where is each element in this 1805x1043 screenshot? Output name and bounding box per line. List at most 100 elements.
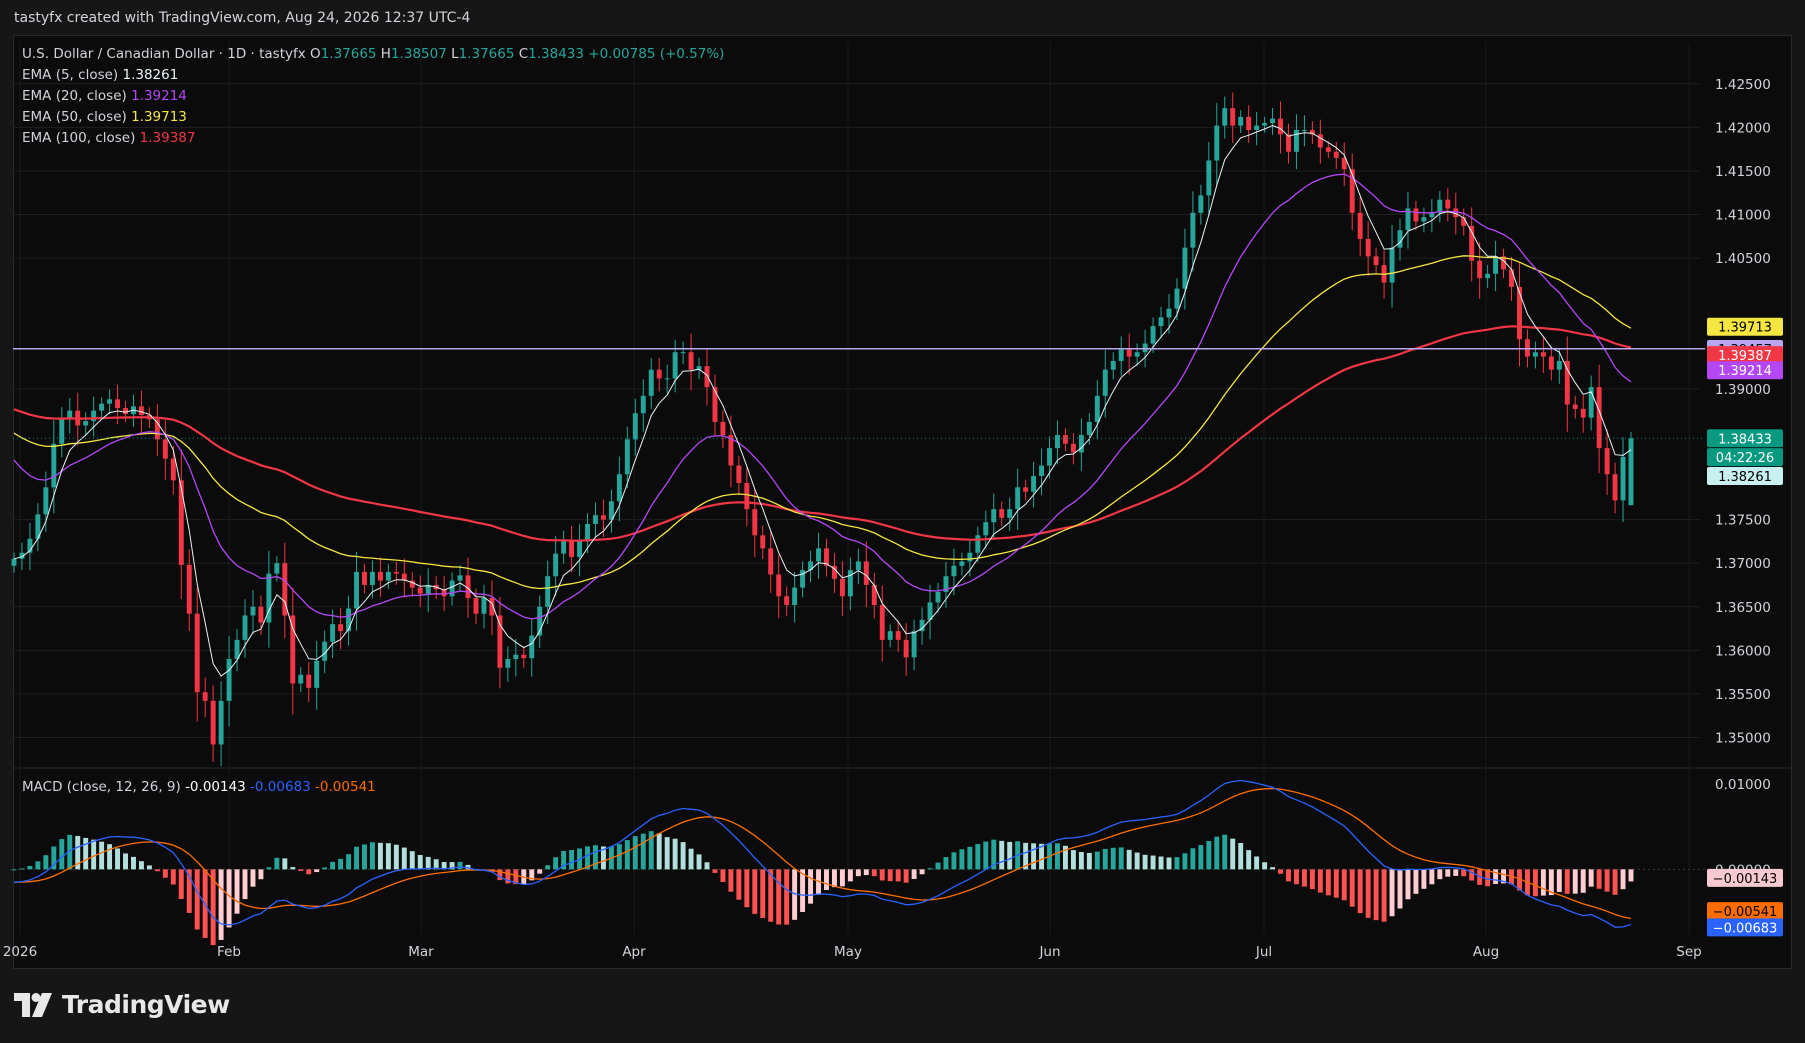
candle-body[interactable] <box>879 605 885 640</box>
candle-body[interactable] <box>1509 269 1514 287</box>
candle-body[interactable] <box>513 654 519 660</box>
candle-body[interactable] <box>824 548 829 566</box>
candle-body[interactable] <box>919 619 925 632</box>
candle-body[interactable] <box>593 515 598 524</box>
candle-body[interactable] <box>210 700 216 745</box>
ema-legend-row[interactable]: EMA (5, close) 1.38261 <box>22 65 724 86</box>
candle-body[interactable] <box>1015 487 1021 510</box>
candle-body[interactable] <box>760 535 766 549</box>
candle-body[interactable] <box>1190 212 1196 248</box>
candle-body[interactable] <box>107 399 113 404</box>
candle-body[interactable] <box>569 539 575 558</box>
candle-body[interactable] <box>170 458 176 481</box>
candle-body[interactable] <box>43 487 49 515</box>
candle-body[interactable] <box>505 659 511 668</box>
candle-body[interactable] <box>409 580 415 588</box>
candle-body[interactable] <box>1238 116 1244 126</box>
candle-body[interactable] <box>1628 438 1634 506</box>
candle-body[interactable] <box>1477 260 1483 279</box>
candle-body[interactable] <box>728 435 734 466</box>
candle-body[interactable] <box>1309 129 1315 135</box>
candle-body[interactable] <box>1437 199 1443 213</box>
candle-body[interactable] <box>887 631 893 640</box>
candle-body[interactable] <box>999 509 1005 518</box>
candle-body[interactable] <box>1278 118 1283 135</box>
candle-body[interactable] <box>1501 256 1507 270</box>
candle-body[interactable] <box>290 615 296 684</box>
candle-body[interactable] <box>465 575 471 599</box>
candle-body[interactable] <box>1047 448 1052 466</box>
candle-body[interactable] <box>553 553 559 577</box>
candle-body[interactable] <box>1206 160 1212 196</box>
candle-body[interactable] <box>1405 208 1411 231</box>
candle-body[interactable] <box>871 584 877 606</box>
candle-body[interactable] <box>943 576 949 592</box>
candle-body[interactable] <box>1039 465 1045 477</box>
candle-body[interactable] <box>808 561 814 571</box>
candle-body[interactable] <box>1540 352 1546 357</box>
candle-body[interactable] <box>1174 288 1180 309</box>
candle-body[interactable] <box>1588 387 1594 418</box>
candle-body[interactable] <box>561 539 567 554</box>
candle-body[interactable] <box>1413 208 1419 222</box>
candle-body[interactable] <box>1317 134 1323 148</box>
candle-body[interactable] <box>11 558 17 566</box>
candle-body[interactable] <box>1556 360 1562 370</box>
candle-body[interactable] <box>234 639 240 660</box>
candle-body[interactable] <box>959 561 965 566</box>
candle-body[interactable] <box>744 482 750 510</box>
candle-body[interactable] <box>1580 408 1586 418</box>
candle-body[interactable] <box>346 608 352 632</box>
candle-body[interactable] <box>417 587 423 594</box>
candle-body[interactable] <box>784 596 790 606</box>
candle-body[interactable] <box>1126 349 1132 357</box>
candle-body[interactable] <box>1341 157 1347 170</box>
candle-body[interactable] <box>401 573 407 581</box>
candle-body[interactable] <box>314 660 320 688</box>
candle-body[interactable] <box>178 480 184 565</box>
ema-legend-row[interactable]: EMA (20, close) 1.39214 <box>22 86 724 107</box>
candle-body[interactable] <box>632 413 638 440</box>
candle-body[interactable] <box>1293 129 1299 152</box>
candle-body[interactable] <box>123 408 128 415</box>
candle-body[interactable] <box>664 378 670 380</box>
tradingview-logo[interactable]: TradingView <box>14 990 230 1019</box>
candle-body[interactable] <box>688 352 694 370</box>
candle-body[interactable] <box>1254 125 1260 130</box>
candle-body[interactable] <box>577 541 583 558</box>
candle-body[interactable] <box>362 571 367 585</box>
ema-legend-row[interactable]: EMA (50, close) 1.39713 <box>22 107 724 128</box>
candle-body[interactable] <box>1007 509 1013 518</box>
candle-body[interactable] <box>186 564 192 614</box>
candle-body[interactable] <box>1246 116 1252 130</box>
candle-body[interactable] <box>1572 404 1578 409</box>
candle-body[interactable] <box>1421 217 1427 222</box>
candle-body[interactable] <box>330 624 336 642</box>
candle-body[interactable] <box>736 465 742 483</box>
candle-body[interactable] <box>385 571 391 581</box>
candle-body[interactable] <box>656 369 662 379</box>
candle-body[interactable] <box>704 366 710 388</box>
candle-body[interactable] <box>640 395 646 414</box>
candle-body[interactable] <box>99 403 105 411</box>
candle-body[interactable] <box>1373 256 1379 266</box>
candle-body[interactable] <box>600 515 606 520</box>
candle-body[interactable] <box>457 575 463 581</box>
ema-legend-row[interactable]: EMA (100, close) 1.39387 <box>22 128 724 149</box>
candle-body[interactable] <box>1222 108 1228 126</box>
candle-body[interactable] <box>91 410 97 422</box>
candle-body[interactable] <box>1620 456 1626 501</box>
candle-body[interactable] <box>1469 225 1475 261</box>
candle-body[interactable] <box>545 576 551 607</box>
candle-body[interactable] <box>1461 217 1467 226</box>
candle-body[interactable] <box>839 578 845 597</box>
candle-body[interactable] <box>712 387 718 422</box>
candle-body[interactable] <box>616 474 622 502</box>
candle-body[interactable] <box>529 635 535 659</box>
candle-body[interactable] <box>354 571 359 609</box>
candle-body[interactable] <box>521 654 527 659</box>
candle-body[interactable] <box>1214 125 1220 161</box>
macd-legend[interactable]: MACD (close, 12, 26, 9) -0.00143 -0.0068… <box>22 779 376 795</box>
candle-body[interactable] <box>537 606 543 636</box>
